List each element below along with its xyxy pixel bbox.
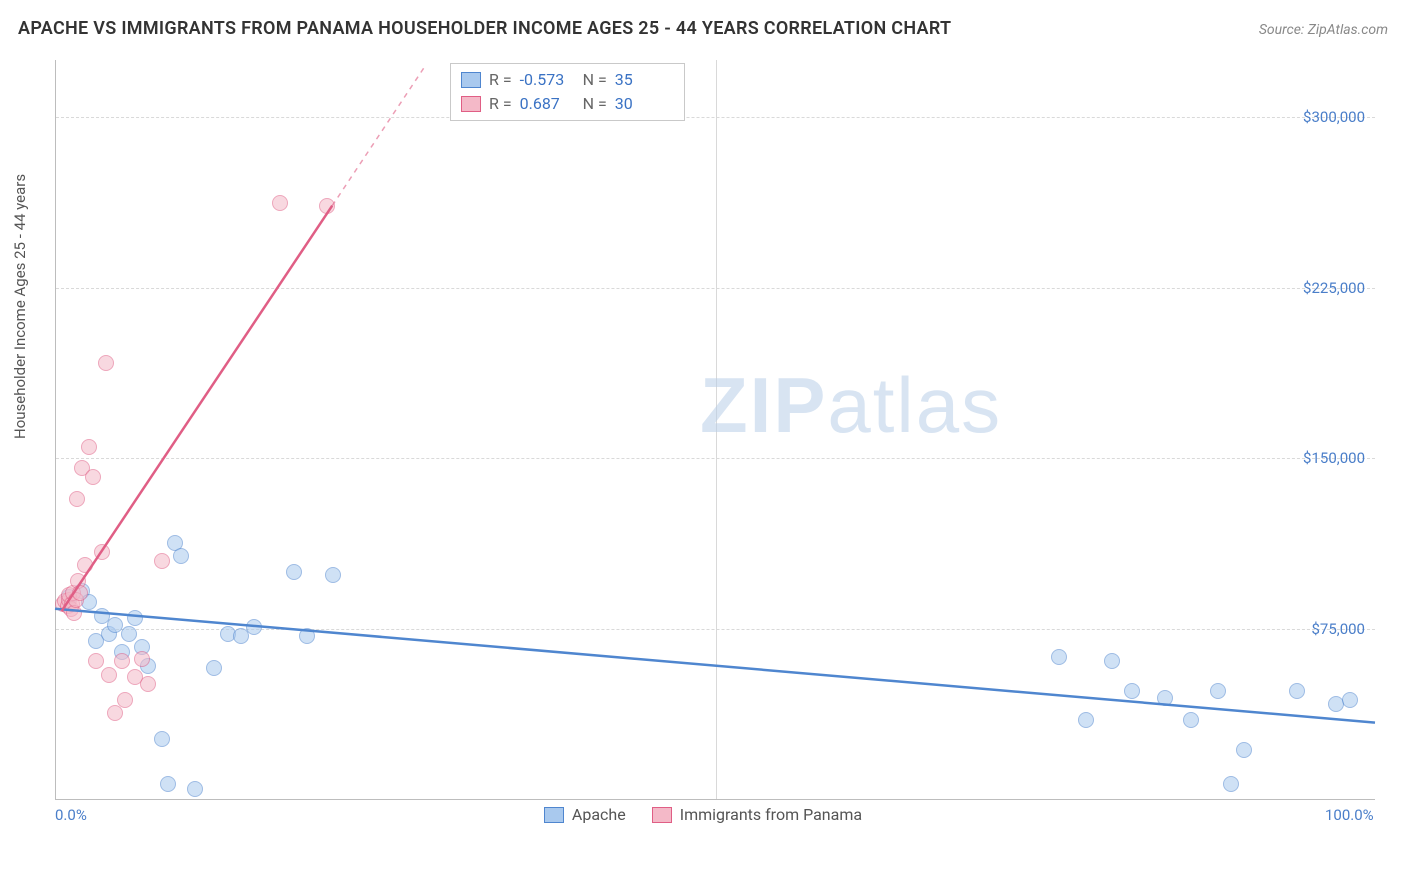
data-point	[154, 553, 170, 569]
data-point	[286, 564, 302, 580]
source-credit: Source: ZipAtlas.com	[1259, 22, 1388, 38]
data-point	[187, 781, 203, 797]
data-point	[1223, 776, 1239, 792]
data-point	[1124, 683, 1140, 699]
series-swatch	[544, 807, 564, 823]
data-point	[88, 653, 104, 669]
stats-row: R = 0.687 N = 30	[461, 92, 670, 116]
data-point	[246, 619, 262, 635]
stat-label: N =	[583, 68, 607, 92]
y-tick-label: $225,000	[1303, 279, 1365, 297]
data-point	[85, 469, 101, 485]
gridline-v	[716, 60, 717, 799]
data-point	[66, 605, 82, 621]
data-point	[1236, 742, 1252, 758]
data-point	[173, 548, 189, 564]
x-tick-label: 100.0%	[1325, 806, 1374, 824]
legend-item: Immigrants from Panama	[652, 805, 862, 824]
n-value: 35	[615, 68, 670, 92]
data-point	[1289, 683, 1305, 699]
stat-label: R =	[489, 92, 512, 116]
series-swatch	[652, 807, 672, 823]
data-point	[81, 439, 97, 455]
data-point	[299, 628, 315, 644]
r-value: 0.687	[520, 92, 575, 116]
data-point	[160, 776, 176, 792]
y-axis-title: Householder Income Ages 25 - 44 years	[11, 174, 29, 439]
data-point	[101, 667, 117, 683]
data-point	[94, 544, 110, 560]
legend-label: Apache	[572, 805, 626, 824]
data-point	[1078, 712, 1094, 728]
series-swatch	[461, 96, 481, 112]
y-tick-label: $75,000	[1311, 620, 1365, 638]
data-point	[272, 195, 288, 211]
data-point	[107, 705, 123, 721]
data-point	[1157, 690, 1173, 706]
series-swatch	[461, 72, 481, 88]
stat-label: R =	[489, 68, 512, 92]
data-point	[1051, 649, 1067, 665]
series-legend: Apache Immigrants from Panama	[0, 805, 1406, 824]
data-point	[69, 491, 85, 507]
data-point	[134, 651, 150, 667]
chart-title: APACHE VS IMMIGRANTS FROM PANAMA HOUSEHO…	[18, 18, 951, 39]
data-point	[121, 626, 137, 642]
data-point	[77, 557, 93, 573]
stats-legend: R = -0.573 N = 35 R = 0.687 N = 30	[450, 63, 685, 121]
plot-area	[55, 60, 1375, 800]
data-point	[117, 692, 133, 708]
legend-item: Apache	[544, 805, 626, 824]
x-tick-label: 0.0%	[55, 806, 87, 824]
data-point	[72, 585, 88, 601]
data-point	[154, 731, 170, 747]
data-point	[140, 676, 156, 692]
data-point	[1183, 712, 1199, 728]
data-point	[1104, 653, 1120, 669]
y-tick-label: $150,000	[1303, 449, 1365, 467]
data-point	[319, 198, 335, 214]
data-point	[114, 653, 130, 669]
data-point	[98, 355, 114, 371]
r-value: -0.573	[520, 68, 575, 92]
stat-label: N =	[583, 92, 607, 116]
data-point	[127, 610, 143, 626]
stats-row: R = -0.573 N = 35	[461, 68, 670, 92]
n-value: 30	[615, 92, 670, 116]
data-point	[1342, 692, 1358, 708]
y-tick-label: $300,000	[1303, 108, 1365, 126]
data-point	[206, 660, 222, 676]
legend-label: Immigrants from Panama	[680, 805, 862, 824]
data-point	[1210, 683, 1226, 699]
data-point	[325, 567, 341, 583]
